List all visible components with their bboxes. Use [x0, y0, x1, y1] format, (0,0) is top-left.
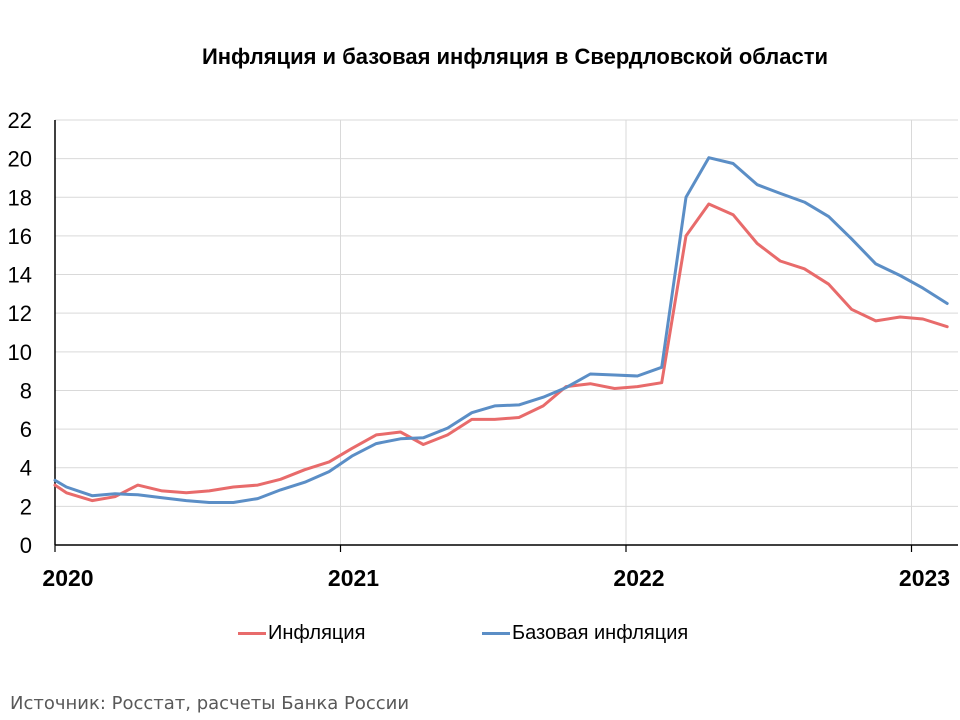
x-tick-label: 2022	[613, 565, 664, 591]
axes	[54, 120, 958, 552]
series-line-core-inflation	[53, 156, 949, 504]
x-tick-label: 2020	[42, 565, 93, 591]
legend-item-inflation: Инфляция	[238, 622, 365, 645]
legend-label-inflation: Инфляция	[268, 622, 366, 644]
y-tick-label: 20	[8, 147, 32, 172]
series-lines	[53, 156, 949, 504]
y-tick-label: 8	[20, 378, 32, 403]
y-tick-label: 2	[20, 494, 32, 519]
y-tick-label: 16	[8, 224, 32, 249]
source-note: Источник: Росстат, расчеты Банка России	[10, 693, 410, 714]
y-tick-label: 22	[8, 108, 32, 133]
chart-title: Инфляция и базовая инфляция в Свердловск…	[201, 44, 829, 69]
legend-label-core-inflation: Базовая инфляция	[512, 622, 689, 644]
y-tick-label: 4	[20, 456, 32, 481]
legend-item-core-inflation: Базовая инфляция	[482, 622, 688, 645]
x-tick-labels: 2020 2021 2022 2023	[42, 565, 950, 591]
y-tick-label: 10	[8, 340, 32, 365]
y-tick-label: 12	[8, 301, 32, 326]
series-line-inflation	[53, 202, 949, 503]
legend-swatch-core-inflation	[482, 632, 510, 635]
y-tick-label: 0	[20, 533, 32, 558]
y-tick-label: 6	[20, 417, 32, 442]
y-tick-labels: 0 2 4 6 8 10 12 14 16 18 20 22	[8, 108, 32, 558]
x-tick-label: 2021	[328, 565, 379, 591]
grid-lines	[55, 119, 958, 545]
legend-swatch-inflation	[238, 632, 266, 635]
y-tick-label: 14	[8, 263, 32, 288]
y-tick-label: 18	[8, 185, 32, 210]
x-tick-label: 2023	[899, 565, 950, 591]
